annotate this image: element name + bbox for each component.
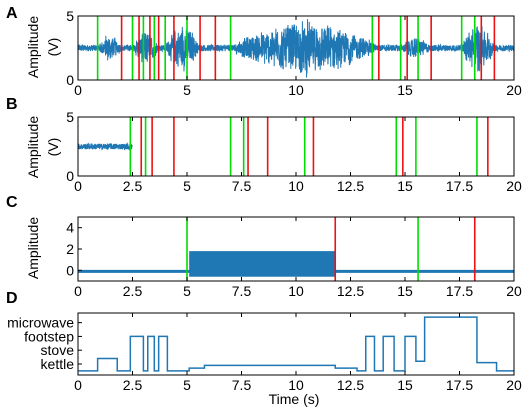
ylabel-c: Amplitude (25, 217, 41, 279)
xtick-label-a-4: 20 (506, 82, 522, 98)
ylabel-a-unit: (V) (45, 38, 61, 57)
xtick-label-b-1: 2.5 (123, 178, 143, 194)
panel-b: 0 2.5 5 7.5 10 12.5 15 17.5 20 0 5 (66, 109, 522, 194)
xtick-label-d-1: 2.5 (123, 377, 143, 393)
xtick-label-d-7: 17.5 (446, 377, 473, 393)
panel-a: 0 5 10 15 20 0 5 (66, 8, 522, 98)
panel-letter-d: D (6, 290, 18, 307)
ytick-label-d-0: kettle (41, 356, 75, 372)
state-trace-d (78, 316, 514, 372)
ytick-label-a-1: 5 (66, 8, 74, 24)
xtick-label-b-6: 15 (397, 178, 413, 194)
signal-block-c (189, 251, 336, 277)
xtick-label-c-7: 17.5 (446, 283, 473, 299)
xtick-label-c-0: 0 (74, 283, 82, 299)
ylabel-b: Amplitude (V) (25, 116, 61, 178)
panel-c: 0 2.5 5 7.5 10 12.5 15 17.5 20 0 2 4 (66, 216, 522, 299)
xtick-label-a-3: 15 (397, 82, 413, 98)
xtick-label-b-3: 7.5 (232, 178, 252, 194)
xtick-label-b-7: 17.5 (446, 178, 473, 194)
ylabel-a-main: Amplitude (25, 16, 41, 78)
ytick-label-c-1: 2 (66, 241, 74, 257)
panel-d: 0 2.5 5 7.5 10 12.5 15 17.5 20 kettlestovefootste… (7, 312, 522, 393)
xtick-label-b-2: 5 (183, 178, 191, 194)
ytick-label-c-2: 4 (66, 220, 74, 236)
ylabel-a: Amplitude (V) (25, 16, 61, 78)
xtick-label-d-8: 20 (506, 377, 522, 393)
plot-area-c (78, 217, 514, 281)
xtick-label-c-5: 12.5 (337, 283, 364, 299)
plot-area-d (78, 316, 514, 372)
ytick-label-c-0: 0 (66, 262, 74, 278)
xtick-label-c-1: 2.5 (123, 283, 143, 299)
ytick-label-d-2: footstep (24, 328, 74, 344)
xtick-label-d-3: 7.5 (232, 377, 252, 393)
ytick-label-a-0: 0 (66, 72, 74, 88)
plot-area-b (78, 117, 489, 176)
xtick-label-a-1: 5 (183, 82, 191, 98)
xlabel-d: Time (s) (269, 391, 320, 407)
xtick-label-c-6: 15 (397, 283, 413, 299)
xtick-label-b-0: 0 (74, 178, 82, 194)
signal-trace-b (78, 142, 133, 151)
panel-letter-a: A (6, 5, 18, 22)
xtick-label-a-2: 10 (288, 82, 304, 98)
panel-letter-c: C (6, 194, 18, 211)
xtick-label-c-8: 20 (506, 283, 522, 299)
xtick-label-d-6: 15 (397, 377, 413, 393)
xtick-label-c-2: 5 (183, 283, 191, 299)
ylabel-b-main: Amplitude (25, 116, 41, 178)
ytick-label-b-0: 0 (66, 168, 74, 184)
xtick-label-d-2: 5 (183, 377, 191, 393)
axes-frame-b (77, 116, 515, 177)
plot-area-a (78, 16, 514, 80)
xtick-label-d-5: 12.5 (337, 377, 364, 393)
xtick-label-d-0: 0 (74, 377, 82, 393)
xtick-label-a-0: 0 (74, 82, 82, 98)
ytick-label-d-1: stove (41, 342, 75, 358)
ytick-label-d-3: microwave (7, 315, 74, 331)
panel-letter-b: B (6, 96, 18, 113)
xtick-label-c-3: 7.5 (232, 283, 252, 299)
xtick-label-d-4: 10 (288, 377, 304, 393)
xtick-label-c-4: 10 (288, 283, 304, 299)
xtick-label-b-4: 10 (288, 178, 304, 194)
ylabel-c-main: Amplitude (25, 217, 41, 279)
xtick-label-b-5: 12.5 (337, 178, 364, 194)
ylabel-b-unit: (V) (45, 138, 61, 157)
xtick-label-b-8: 20 (506, 178, 522, 194)
ytick-label-b-1: 5 (66, 109, 74, 125)
